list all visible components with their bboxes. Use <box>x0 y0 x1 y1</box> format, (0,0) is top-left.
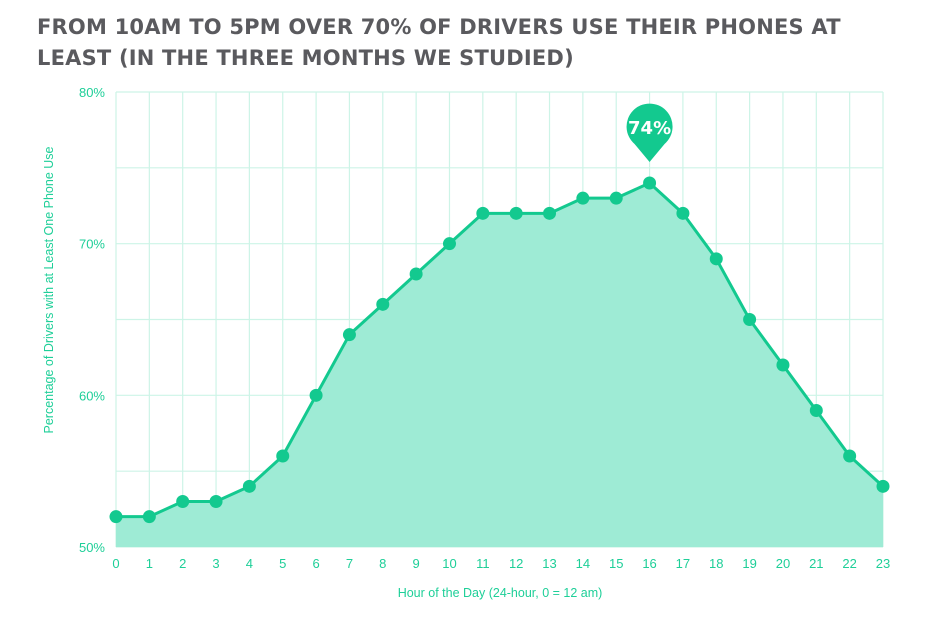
data-point <box>476 206 490 220</box>
x-tick-label: 13 <box>542 556 556 571</box>
data-point <box>276 449 290 463</box>
peak-label: 74% <box>628 118 671 139</box>
x-tick-label: 9 <box>413 556 420 571</box>
x-tick-label: 14 <box>576 556 590 571</box>
x-tick-label: 21 <box>809 556 823 571</box>
x-tick-label: 4 <box>246 556 253 571</box>
area-fill <box>116 183 883 547</box>
data-point <box>609 191 623 205</box>
data-point <box>676 206 690 220</box>
data-point <box>743 313 757 326</box>
x-tick-labels: 0 1 2 3 4 5 6 7 8 9 10 11 12 13 14 15 16 17 18 19 20 21 22 23 <box>112 556 890 571</box>
x-tick-label: 18 <box>709 556 723 571</box>
data-point <box>809 404 823 417</box>
map-pin-icon <box>626 103 673 162</box>
data-point <box>876 479 890 493</box>
x-tick-label: 19 <box>742 556 756 571</box>
peak-annotation: 74% <box>626 103 673 162</box>
data-point <box>376 297 390 311</box>
x-tick-label: 0 <box>112 556 119 571</box>
x-tick-label: 12 <box>509 556 523 571</box>
data-point <box>509 206 523 220</box>
x-tick-label: 3 <box>212 556 219 571</box>
data-point <box>209 495 223 508</box>
y-tick-label: 60% <box>79 388 105 403</box>
data-point <box>709 252 723 266</box>
y-tick-label: 70% <box>79 237 105 252</box>
data-point <box>776 358 790 372</box>
data-points <box>109 176 890 524</box>
y-tick-labels: 50% 60% 70% 80% <box>79 85 105 555</box>
x-tick-label: 7 <box>346 556 353 571</box>
x-tick-label: 5 <box>279 556 286 571</box>
data-point <box>409 267 423 281</box>
x-axis-label: Hour of the Day (24-hour, 0 = 12 am) <box>398 586 603 600</box>
x-tick-label: 8 <box>379 556 386 571</box>
data-point <box>543 206 557 220</box>
y-tick-label: 80% <box>79 85 105 100</box>
x-tick-label: 16 <box>642 556 656 571</box>
x-tick-label: 20 <box>776 556 790 571</box>
data-point <box>242 479 256 493</box>
data-point <box>176 495 190 508</box>
x-tick-label: 1 <box>146 556 153 571</box>
data-point <box>442 237 456 251</box>
data-point <box>142 510 156 524</box>
data-point <box>109 510 123 524</box>
x-tick-label: 2 <box>179 556 186 571</box>
data-point <box>342 328 356 342</box>
data-point <box>576 191 590 205</box>
y-tick-label: 50% <box>79 540 105 555</box>
x-tick-label: 11 <box>476 556 490 571</box>
x-tick-label: 22 <box>842 556 856 571</box>
x-tick-label: 17 <box>676 556 690 571</box>
y-axis-label: Percentage of Drivers with at Least One … <box>42 146 56 433</box>
data-point <box>643 176 657 190</box>
data-point <box>843 449 857 463</box>
x-tick-label: 6 <box>312 556 319 571</box>
x-tick-label: 23 <box>876 556 890 571</box>
x-tick-label: 15 <box>609 556 623 571</box>
x-tick-label: 10 <box>442 556 456 571</box>
data-point <box>309 388 323 402</box>
chart-title: FROM 10AM TO 5PM OVER 70% OF DRIVERS USE… <box>37 15 841 70</box>
